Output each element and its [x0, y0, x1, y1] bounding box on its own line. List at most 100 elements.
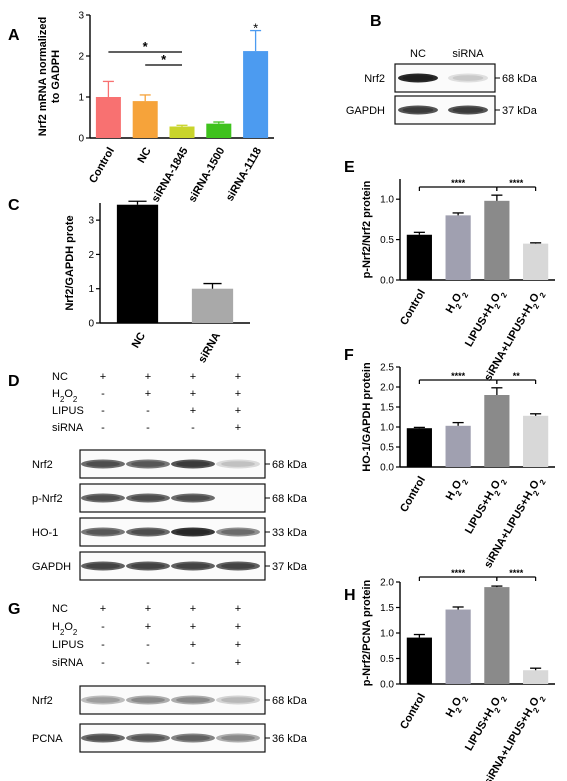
blotd-band-core — [86, 461, 120, 467]
chartf-y-tick-label: 2.5 — [380, 363, 394, 374]
blotg-sign: + — [235, 657, 241, 669]
blot-b-band-core — [452, 75, 484, 81]
blot-b-band-core — [402, 107, 434, 113]
text-run: siRNA — [52, 422, 84, 434]
charta-y-axis-label-line: Nrf2 mRNA normalized — [37, 17, 49, 136]
text-run: Control — [398, 692, 428, 732]
blotg-sign: + — [235, 621, 241, 633]
blotd-row-label-nrf2: Nrf2 — [32, 459, 53, 471]
blotd-band-core — [86, 529, 120, 535]
panel-letter-f: F — [344, 347, 354, 364]
chartf-category-label-h2o2: H2O2 — [444, 474, 470, 504]
blotd-row-label-gapdh: GAPDH — [32, 561, 71, 573]
blotg-sign: + — [190, 603, 196, 615]
charte-y-tick-label: 0.0 — [380, 276, 394, 287]
charta-y-axis-label: Nrf2 mRNA normalizedto GADPH — [37, 17, 62, 136]
blotd-row-label-p-nrf2: p-Nrf2 — [32, 493, 63, 505]
charte-category-label-h2o2: H2O2 — [444, 287, 470, 317]
chartf-y-axis-label: HO-1/GAPDH protein — [361, 362, 373, 472]
blot-b-kda-nrf2: 68 kDa — [502, 73, 538, 85]
blotg-row-label-nrf2: Nrf2 — [32, 695, 53, 707]
blot-b-band-core — [452, 107, 484, 113]
blotd-kda-ho-1: 33 kDa — [272, 527, 308, 539]
charth-bar-sirna-lipus-h2o2 — [523, 670, 549, 684]
blotd-band-core — [86, 563, 120, 569]
blotd-band-core — [221, 529, 255, 535]
chartf-significance-label: **** — [451, 371, 466, 381]
text-run: NC — [52, 371, 68, 383]
charth-category-label-h2o2: H2O2 — [444, 691, 470, 721]
blot-b-lane-nc: NC — [410, 48, 426, 60]
blotg-band-core — [221, 697, 255, 703]
blotg-band-core — [176, 697, 210, 703]
subscript: 2 — [60, 395, 64, 404]
blotd-band-core — [131, 563, 165, 569]
subscript: 2 — [73, 628, 77, 637]
charta-y-tick-label: 3 — [78, 11, 84, 22]
blotg-kda-nrf2: 68 kDa — [272, 695, 308, 707]
blotd-sign: + — [235, 388, 241, 400]
blot-b-lane-sirna: siRNA — [452, 48, 484, 60]
charth-significance-label: **** — [509, 568, 524, 578]
charth-category-label-control: Control — [398, 692, 428, 732]
blotg-band-core — [86, 697, 120, 703]
blotg-sign: - — [146, 639, 150, 651]
blotg-band-core — [131, 735, 165, 741]
subscript: 2 — [60, 628, 64, 637]
blotd-sign: - — [191, 422, 195, 434]
charth-bar-lipus-h2o2 — [484, 587, 510, 684]
charth-bar-h2o2 — [445, 609, 471, 684]
text-run: Control — [87, 146, 117, 186]
text-run: siRNA-1500 — [186, 145, 227, 204]
blotd-condition-nc: NC — [52, 371, 68, 383]
blotd-band-core — [176, 529, 210, 535]
text-run: siRNA — [196, 330, 223, 365]
subscript: 2 — [499, 477, 509, 486]
blotg-condition-nc: NC — [52, 603, 68, 615]
blotd-sign: + — [235, 371, 241, 383]
chart-a: 0 1 2 3 Nrf2 mRNA normalizedto GADPH Control N… — [37, 11, 274, 205]
blotg-sign: - — [101, 621, 105, 633]
blotg-sign: + — [145, 603, 151, 615]
charte-bar-h2o2 — [445, 215, 471, 280]
chartc-y-tick-label: 1 — [88, 284, 94, 295]
blot-b-row-label-nrf2: Nrf2 — [364, 73, 385, 85]
chartc-y-tick-label: 0 — [88, 319, 94, 330]
subscript: 2 — [499, 290, 509, 299]
glyph: H — [52, 388, 60, 400]
charte-bar-sirna-lipus-h2o2 — [523, 243, 549, 280]
charta-significance-star: * — [253, 21, 258, 36]
charth-y-tick-label: 1.0 — [380, 629, 394, 640]
blotd-sign: + — [190, 388, 196, 400]
subscript: 2 — [492, 488, 502, 497]
panel-letter-d: D — [8, 373, 20, 390]
text-run: siRNA-1845 — [150, 146, 191, 205]
chart-h: 0.0 0.5 1.0 1.5 2.0 p-Nrf2/PCNA protein Contro… — [361, 568, 555, 781]
charta-bar-nc — [132, 101, 158, 138]
blotd-sign: - — [101, 405, 105, 417]
chartf-bar-sirna-lipus-h2o2 — [523, 415, 549, 467]
text-run: NC — [130, 330, 148, 350]
blot-g: NC + + + +H2O2- + + +LIPUS - - + +siRNA - - - +Nrf2 68 k… — [32, 603, 308, 753]
glyph: O — [64, 388, 73, 400]
chartf-y-tick-label: 0.0 — [380, 463, 394, 474]
blotg-kda-pcna: 36 kDa — [272, 733, 308, 745]
blotd-sign: + — [235, 405, 241, 417]
blotg-sign: + — [235, 639, 241, 651]
chartc-bar-sirna — [191, 288, 234, 323]
blotd-sign: + — [190, 405, 196, 417]
charth-y-axis-label: p-Nrf2/PCNA protein — [361, 579, 373, 686]
subscript: 2 — [492, 705, 502, 714]
chart-e: 0.0 0.5 1.0 p-Nrf2/Nrf2 protein Control H2O2L… — [361, 178, 555, 383]
charta-category-label-sirna-1118: siRNA-1118 — [224, 146, 264, 204]
text-run: LIPUS+ — [463, 496, 493, 536]
blotd-sign: + — [145, 388, 151, 400]
chartf-bar-lipus-h2o2 — [484, 395, 510, 467]
chartf-bar-control — [406, 428, 432, 467]
charte-bar-control — [406, 234, 432, 280]
text-run: LIPUS+ — [463, 713, 493, 753]
blotg-band-core — [131, 697, 165, 703]
blotg-band-core — [86, 735, 120, 741]
charta-y-tick-label: 1 — [78, 93, 84, 104]
